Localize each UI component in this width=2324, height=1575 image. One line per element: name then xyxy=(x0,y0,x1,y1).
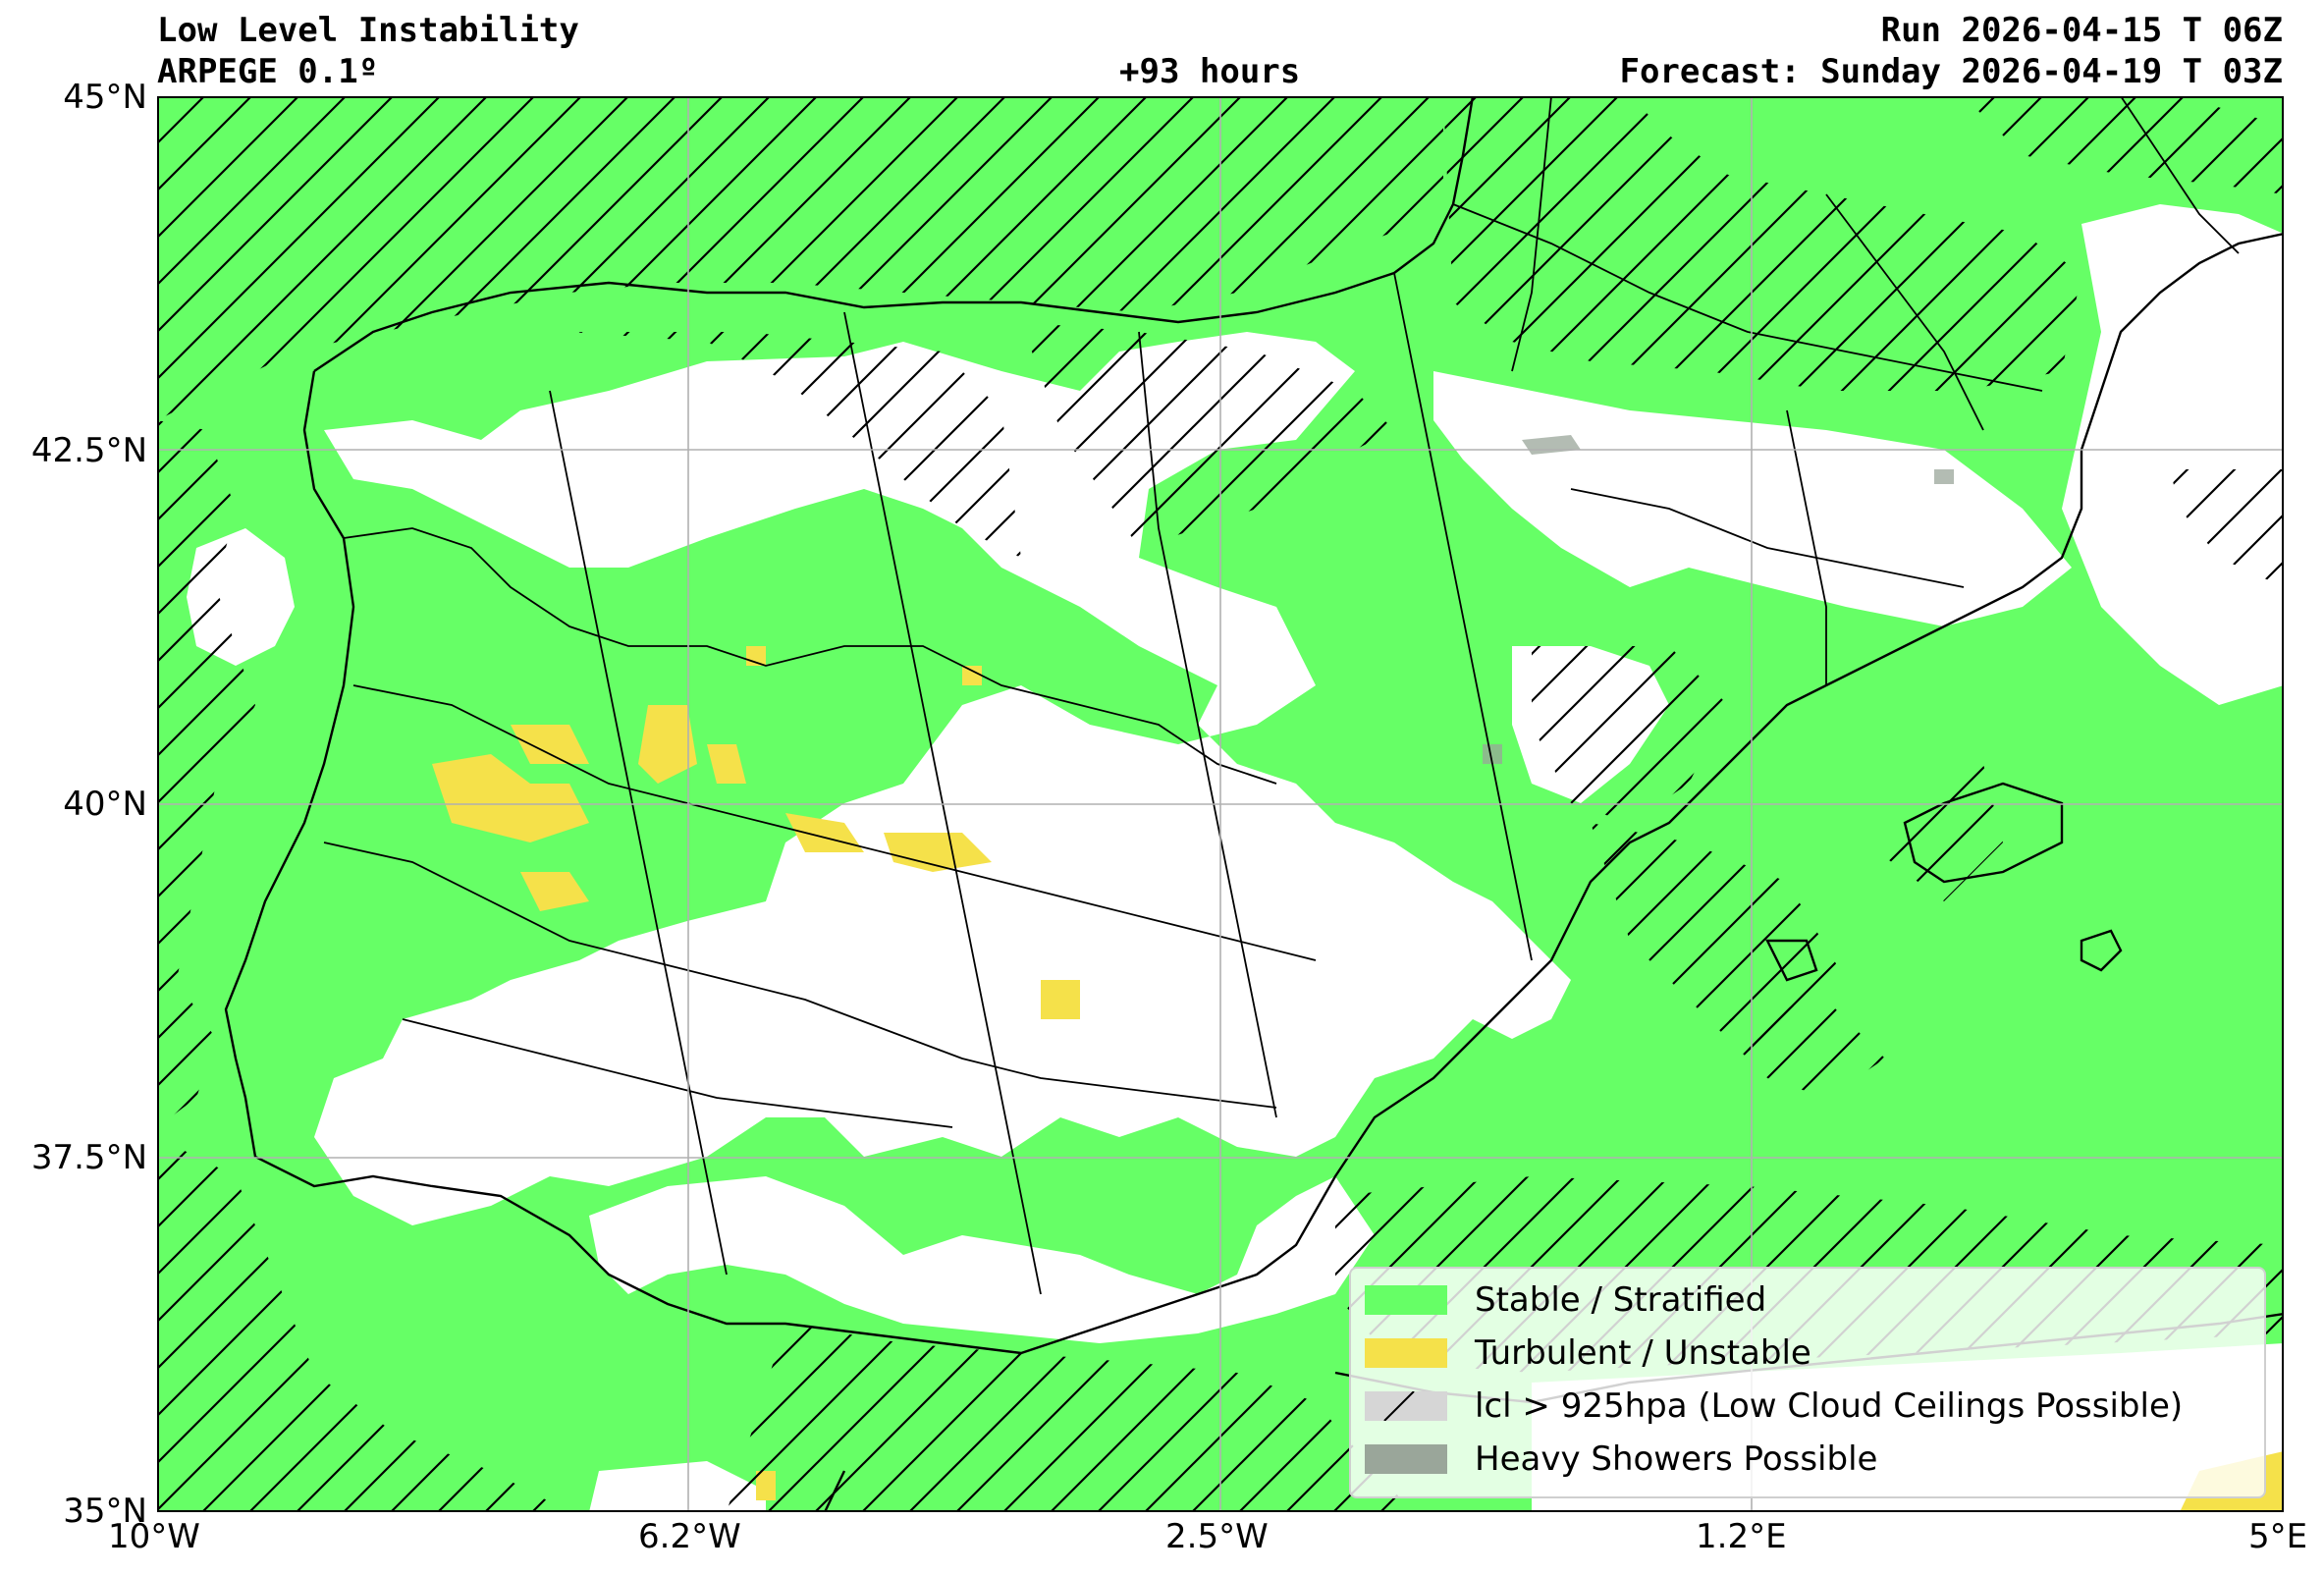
legend-item-stable: Stable / Stratified xyxy=(1365,1280,1766,1320)
map-border xyxy=(157,96,2284,1512)
legend-swatch-lcl xyxy=(1365,1391,1447,1421)
legend-item-showers: Heavy Showers Possible xyxy=(1365,1439,1877,1479)
lon-tick-label: 6.2°W xyxy=(638,1517,741,1556)
run-time: Run 2026-04-15 T 06Z xyxy=(1880,11,2283,50)
graticule xyxy=(157,96,2284,1512)
lat-tick-label: 40°N xyxy=(63,785,147,824)
neutral-area-north xyxy=(2062,204,2284,705)
legend-item-lcl: lcl > 925hpa (Low Cloud Ceilings Possibl… xyxy=(1365,1386,2183,1426)
lat-tick-label: 37.5°N xyxy=(30,1138,147,1177)
lead-time: +93 hours xyxy=(1119,52,1301,91)
legend: Stable / Stratified Turbulent / Unstable… xyxy=(1349,1267,2266,1498)
legend-swatch-showers xyxy=(1365,1444,1447,1474)
neutral-area-northeast xyxy=(1433,371,2072,626)
neutral-area-iberia xyxy=(314,332,1571,1225)
legend-label: lcl > 925hpa (Low Cloud Ceilings Possibl… xyxy=(1475,1386,2184,1426)
legend-label: Turbulent / Unstable xyxy=(1475,1333,1811,1373)
lon-tick-label: 10°W xyxy=(108,1517,200,1556)
legend-label: Stable / Stratified xyxy=(1475,1280,1767,1320)
forecast-time: Forecast: Sunday 2026-04-19 T 03Z xyxy=(1619,52,2283,91)
legend-item-turbulent: Turbulent / Unstable xyxy=(1365,1333,1811,1373)
lat-tick-label: 42.5°N xyxy=(30,431,147,470)
region-borders xyxy=(323,96,2240,1295)
lon-tick-label: 5°E xyxy=(2248,1517,2308,1556)
legend-swatch-turbulent xyxy=(1365,1338,1447,1368)
lat-tick-label: 35°N xyxy=(63,1492,147,1531)
legend-swatch-stable xyxy=(1365,1285,1447,1315)
lat-tick-label: 45°N xyxy=(63,78,147,117)
model-name: ARPEGE 0.1º xyxy=(157,52,379,91)
map-title: Low Level Instability xyxy=(157,11,579,50)
lon-tick-label: 2.5°W xyxy=(1165,1517,1269,1556)
map-canvas xyxy=(157,96,2284,1512)
lon-tick-label: 1.2°E xyxy=(1696,1517,1787,1556)
neutral-area-africa-west xyxy=(589,1461,766,1512)
legend-label: Heavy Showers Possible xyxy=(1475,1439,1878,1479)
